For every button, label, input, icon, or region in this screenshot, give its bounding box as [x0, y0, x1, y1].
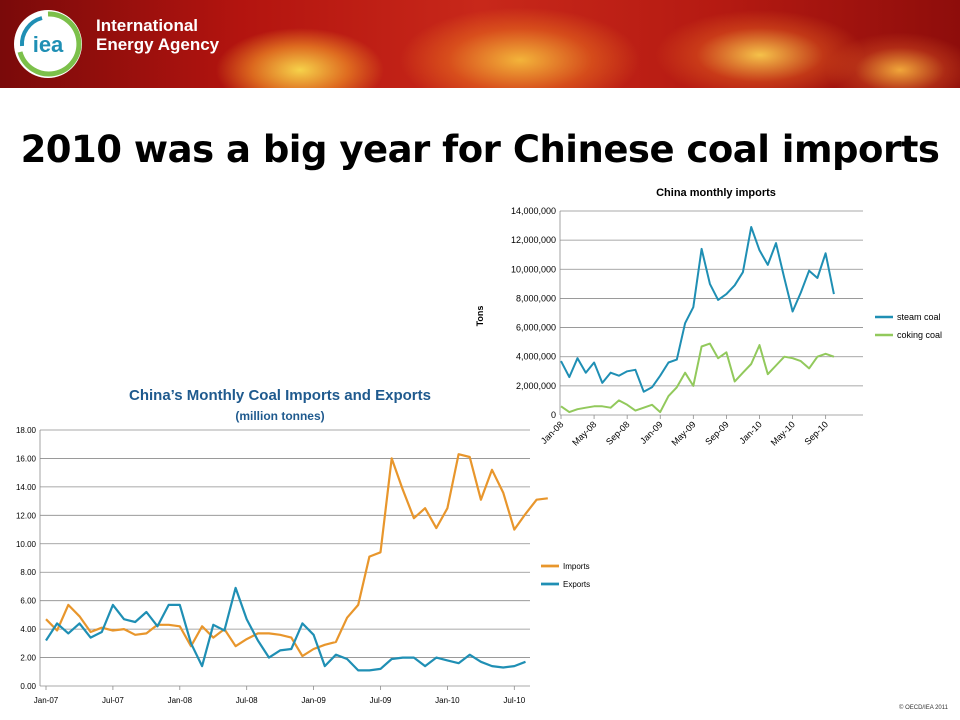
- c1-series-coking-coal: [560, 342, 835, 414]
- c2-ytick-label: 4.00: [20, 625, 36, 634]
- c2-series-imports: [45, 453, 548, 658]
- chart-imports-exports: China’s Monthly Coal Imports and Exports…: [16, 387, 590, 705]
- c2-ytick-label: 18.00: [16, 426, 37, 435]
- c2-ytick-label: 6.00: [20, 597, 36, 606]
- c1-xtick-label: Jan-09: [638, 419, 665, 446]
- c1-ytick-label: 10,000,000: [511, 264, 556, 274]
- c2-xtick-label: Jan-08: [168, 696, 193, 705]
- c2-ytick-label: 16.00: [16, 454, 37, 463]
- c2-ytick-label: 12.00: [16, 511, 37, 520]
- c2-legend-label: Imports: [563, 562, 590, 571]
- c1-ytick-label: 2,000,000: [516, 381, 556, 391]
- c1-ytick-label: 0: [551, 410, 556, 420]
- iea-logo: iea: [14, 10, 82, 78]
- c2-xtick-label: Jul-10: [503, 696, 525, 705]
- org-name-line1: International: [96, 16, 199, 35]
- copyright: © OECD/IEA 2011: [899, 705, 948, 711]
- c2-xtick-label: Jul-07: [102, 696, 124, 705]
- logo-text: iea: [33, 32, 64, 57]
- org-name: International Energy Agency: [96, 16, 219, 54]
- c1-series-steam-coal: [560, 226, 835, 393]
- org-name-line2: Energy Agency: [96, 35, 220, 54]
- c2-ytick-label: 2.00: [20, 654, 36, 663]
- c1-legend-label: steam coal: [897, 312, 941, 322]
- c2-xtick-label: Jan-09: [301, 696, 326, 705]
- chart-china-monthly-imports: China monthly imports Tons 0 2,000,000 4,0…: [475, 187, 942, 448]
- c1-legend-label: coking coal: [897, 330, 942, 340]
- c1-xtick-label: Jan-10: [737, 419, 764, 446]
- chart2-title: China’s Monthly Coal Imports and Exports: [129, 387, 431, 404]
- c2-ytick-label: 14.00: [16, 483, 37, 492]
- c2-series-exports: [45, 586, 526, 672]
- c2-xtick-label: Jul-09: [370, 696, 392, 705]
- c2-legend-label: Exports: [563, 580, 590, 589]
- c2-xtick-label: Jan-07: [34, 696, 59, 705]
- slide-title: 2010 was a big year for Chinese coal imp…: [20, 128, 940, 171]
- c1-xtick-label: May-09: [669, 419, 697, 447]
- chart1-ylabel: Tons: [475, 306, 485, 327]
- c1-xtick-label: May-10: [769, 419, 797, 447]
- chart2-subtitle: (million tonnes): [235, 409, 324, 423]
- c1-ytick-label: 14,000,000: [511, 206, 556, 216]
- c2-ytick-label: 0.00: [20, 682, 36, 691]
- c2-ytick-label: 10.00: [16, 540, 37, 549]
- c1-ytick-label: 6,000,000: [516, 323, 556, 333]
- c1-xtick-label: Sep-10: [802, 419, 830, 447]
- c1-xtick-label: Sep-09: [703, 419, 731, 447]
- header-banner: iea International Energy Agency: [0, 0, 960, 88]
- c1-ytick-label: 4,000,000: [516, 352, 556, 362]
- c2-xtick-label: Jan-10: [435, 696, 460, 705]
- c2-ytick-label: 8.00: [20, 568, 36, 577]
- c1-ytick-label: 12,000,000: [511, 235, 556, 245]
- c1-ytick-label: 8,000,000: [516, 293, 556, 303]
- c2-xtick-label: Jul-08: [236, 696, 258, 705]
- chart1-title: China monthly imports: [656, 187, 776, 199]
